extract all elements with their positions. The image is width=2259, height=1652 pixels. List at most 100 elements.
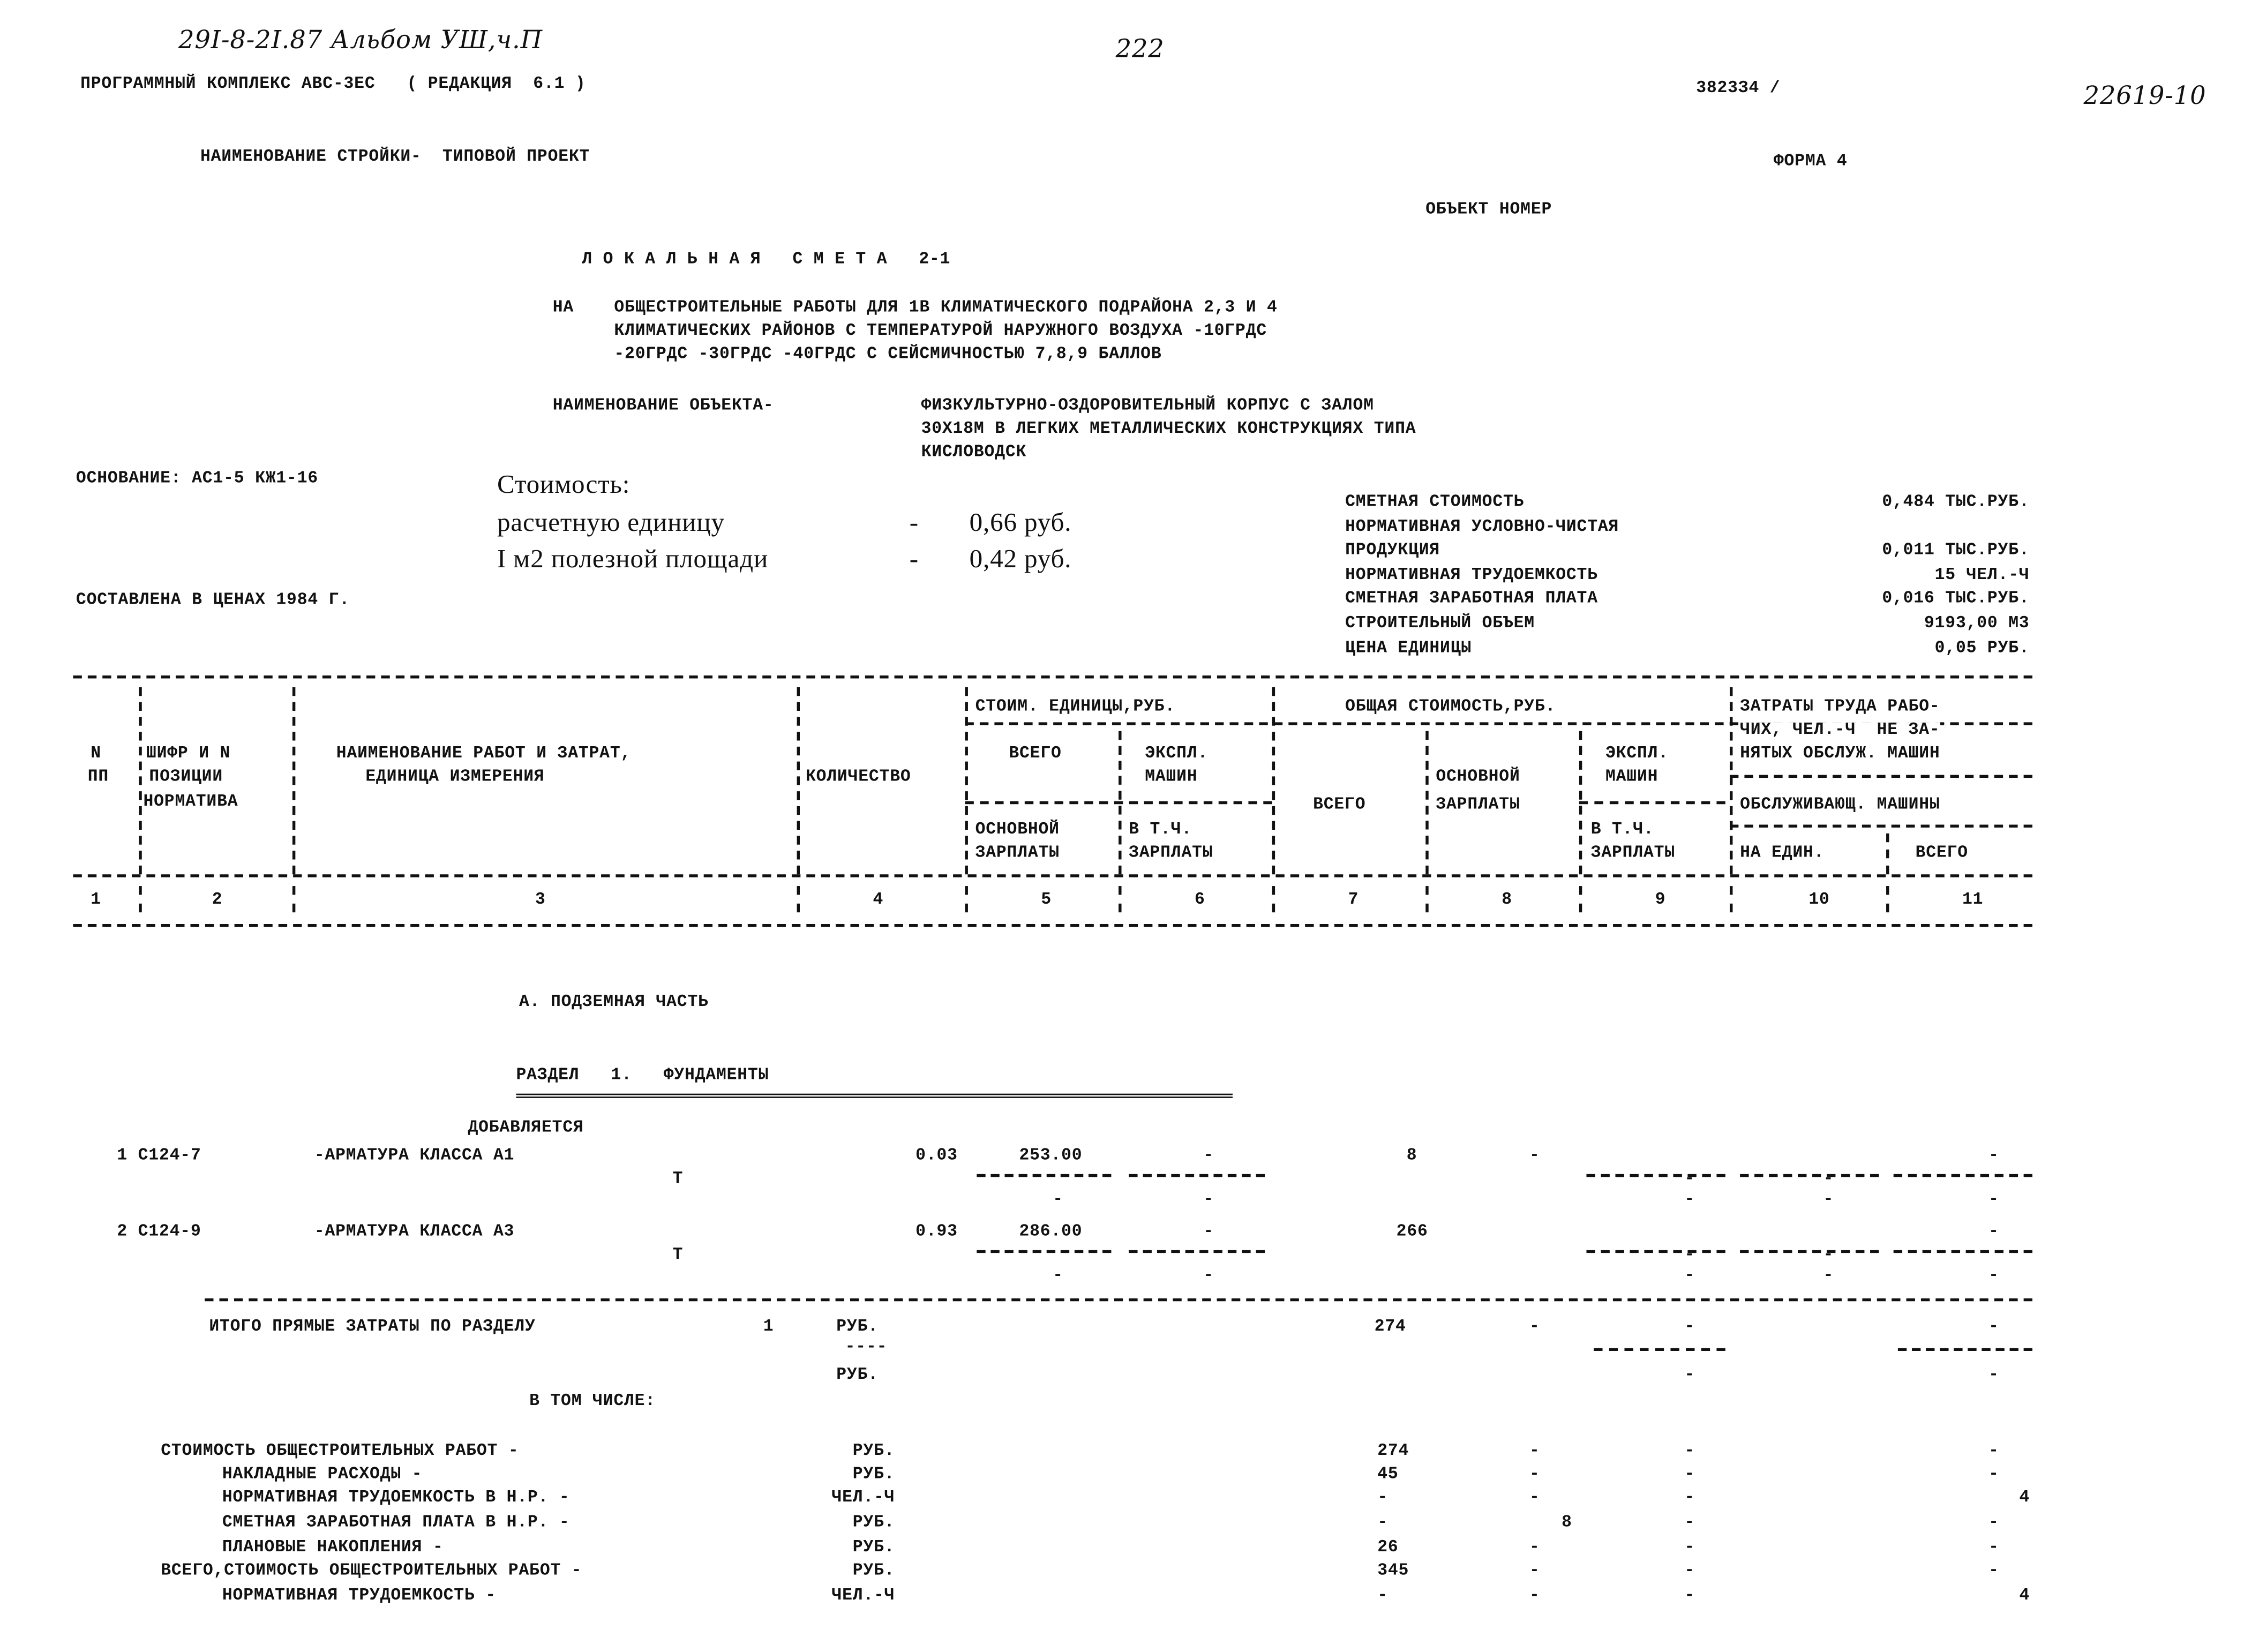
breakdown-unit: РУБ. [852, 1538, 895, 1557]
cost-stamp-dash: - [909, 544, 919, 573]
col-header-pp: ПП [87, 767, 109, 787]
section-total-number: 1 [763, 1317, 774, 1336]
cost-stamp-value: 0,42 руб. [969, 544, 1072, 573]
divider [1579, 801, 1725, 805]
column-separator [292, 687, 296, 875]
item-machine-cost: - [1203, 1146, 1214, 1166]
section-total-value: 274 [1374, 1317, 1406, 1336]
item-name: -АРМАТУРА КЛАССА А3 [314, 1222, 515, 1242]
divider [965, 801, 1272, 805]
divider [1586, 1174, 1725, 1177]
column-number: 8 [1502, 890, 1512, 910]
divider [977, 1174, 1112, 1177]
breakdown-c8: - [1529, 1538, 1540, 1557]
column-separator [1119, 731, 1122, 875]
prices-year: СОСТАВЛЕНА В ЦЕНАХ 1984 Г. [76, 590, 350, 610]
item-empty-mark: - [1053, 1190, 1063, 1210]
breakdown-c9: - [1684, 1513, 1695, 1533]
col-header-code: ШИФР И N [146, 744, 231, 763]
breakdown-label: НОРМАТИВНАЯ ТРУДОЕМКОСТЬ В Н.Р. - [222, 1488, 570, 1508]
col-header-tc-mach: ЭКСПЛ. [1605, 744, 1669, 763]
col-header-tc-incl: ЗАРПЛАТЫ [1590, 843, 1675, 863]
col-header-uc-incl: В Т.Ч. [1129, 820, 1192, 839]
col-header-uc-mach: МАШИН [1145, 767, 1198, 787]
summary-label: СТРОИТЕЛЬНЫЙ ОБЪЕМ [1345, 614, 1535, 633]
column-separator [139, 886, 142, 913]
column-separator [1729, 687, 1733, 875]
part-title: А. ПОДЗЕМНАЯ ЧАСТЬ [519, 993, 709, 1012]
section-total-label: ИТОГО ПРЯМЫЕ ЗАТРАТЫ ПО РАЗДЕЛУ [209, 1317, 536, 1336]
section-total-c9: - [1684, 1317, 1695, 1336]
column-separator [797, 886, 800, 913]
item-empty-mark: - [1988, 1190, 1999, 1210]
purpose-prefix: НА [552, 298, 574, 318]
summary-label: ПРОДУКЦИЯ [1345, 540, 1440, 560]
item-empty-mark: - [1203, 1190, 1214, 1210]
column-number: 7 [1348, 890, 1359, 910]
divider [1729, 775, 2033, 778]
column-number: 6 [1195, 890, 1205, 910]
album-reference: 29I-8-2I.87 Альбом УШ,ч.П [178, 26, 543, 56]
document-code: 3823З4 / [1696, 79, 1781, 98]
summary-label: СМЕТНАЯ СТОИМОСТЬ [1345, 492, 1525, 512]
breakdown-total: 345 [1377, 1561, 1409, 1581]
col-header-labor: ОБСЛУЖИВАЮЩ. МАШИНЫ [1740, 795, 1940, 815]
item-empty-mark: - [1823, 1266, 1834, 1286]
cost-stamp-label: расчетную единицу [497, 507, 725, 537]
divider [1740, 1174, 1879, 1177]
column-separator [1425, 731, 1429, 875]
column-number: 9 [1655, 890, 1666, 910]
col-header-total-cost: ОБЩАЯ СТОИМОСТЬ,РУБ. [1345, 697, 1556, 717]
item-name: -АРМАТУРА КЛАССА А1 [314, 1146, 515, 1166]
item-quantity: 0.93 [915, 1222, 958, 1242]
purpose-line: -20ГРДС -30ГРДС -40ГРДС С СЕЙСМИЧНОСТЬЮ … [614, 345, 1162, 364]
divider [1594, 1348, 1725, 1351]
col-header-n: N [91, 744, 101, 763]
breakdown-c9: - [1684, 1441, 1695, 1461]
divider [1129, 1250, 1265, 1253]
breakdown-c8: - [1529, 1561, 1540, 1581]
basis: ОСНОВАНИЕ: АС1-5 КЖ1-16 [76, 469, 319, 489]
col-header-labor: ЗАТРАТЫ ТРУДА РАБО- [1740, 697, 1940, 717]
item-empty-mark: - [1684, 1266, 1695, 1286]
breakdown-unit: ЧЕЛ.-Ч [831, 1488, 895, 1508]
breakdown-unit: РУБ. [852, 1441, 895, 1461]
col-header-unit-cost: СТОИМ. ЕДИНИЦЫ,РУБ. [975, 697, 1176, 717]
breakdown-c9: - [1684, 1538, 1695, 1557]
section-total-c11: - [1988, 1365, 1999, 1385]
breakdown-total: 26 [1377, 1538, 1399, 1557]
breakdown-c11: 4 [2019, 1488, 2030, 1508]
item-empty-mark: - [1684, 1190, 1695, 1210]
col-header-tc-total: ВСЕГО [1313, 795, 1366, 815]
breakdown-label: ВСЕГО,СТОИМОСТЬ ОБЩЕСТРОИТЕЛЬНЫХ РАБОТ - [161, 1561, 582, 1581]
breakdown-c11: - [1988, 1513, 1999, 1533]
col-header-name: НАИМЕНОВАНИЕ РАБОТ И ЗАТРАТ, [336, 744, 632, 763]
section-total-unit: РУБ. [836, 1317, 879, 1336]
cost-stamp-value: 0,66 руб. [969, 507, 1072, 537]
column-separator [139, 687, 142, 875]
col-header-tc-mach: МАШИН [1605, 767, 1658, 787]
item-quantity: 0.03 [915, 1146, 958, 1166]
column-separator [797, 687, 800, 875]
col-header-code: НОРМАТИВА [143, 792, 238, 812]
section-total-wage: - [1529, 1317, 1540, 1336]
breakdown-label: ПЛАНОВЫЕ НАКОПЛЕНИЯ - [222, 1538, 444, 1557]
summary-value: 15 ЧЕЛ.-Ч [1934, 566, 2030, 585]
column-separator [292, 886, 296, 913]
added-note: ДОБАВЛЯЕТСЯ [468, 1118, 584, 1138]
col-header-labor: ЧИХ, ЧЕЛ.-Ч НЕ ЗА- [1740, 720, 1940, 740]
breakdown-c8: 8 [1562, 1513, 1572, 1533]
breakdown-label: СТОИМОСТЬ ОБЩЕСТРОИТЕЛЬНЫХ РАБОТ - [161, 1441, 519, 1461]
column-number: 1 [91, 890, 101, 910]
col-header-uc-wage: ЗАРПЛАТЫ [975, 843, 1060, 863]
column-number: 5 [1041, 890, 1052, 910]
column-number: 10 [1808, 890, 1830, 910]
construction-name: НАИМЕНОВАНИЕ СТРОЙКИ- ТИПОВОЙ ПРОЕКТ [200, 147, 590, 167]
column-separator [965, 687, 968, 875]
divider [977, 1250, 1112, 1253]
breakdown-unit: РУБ. [852, 1465, 895, 1484]
column-separator [1579, 731, 1582, 875]
section-total-unit: РУБ. [836, 1365, 879, 1385]
divider [1129, 1174, 1265, 1177]
